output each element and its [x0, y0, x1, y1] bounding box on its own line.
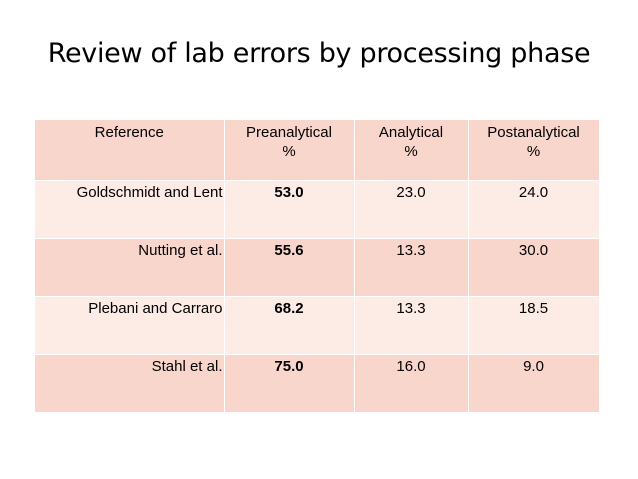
reference-cell: Nutting et al. [35, 238, 225, 297]
analytical-cell: 13.3 [354, 296, 469, 355]
preanalytical-cell: 55.6 [224, 238, 355, 297]
header-preanalytical-line1: Preanalytical [246, 124, 332, 141]
table-row: Plebani and Carraro 68.2 13.3 18.5 [35, 296, 600, 355]
table-header-row: Reference Preanalytical % Analytical % P… [35, 120, 600, 181]
analytical-cell: 23.0 [354, 180, 469, 239]
header-analytical-line1: Analytical [378, 124, 444, 141]
header-postanalytical-line1: Postanalytical [487, 124, 580, 141]
reference-cell: Stahl et al. [35, 354, 225, 413]
header-analytical: Analytical % [354, 120, 469, 181]
header-reference: Reference [35, 120, 225, 181]
reference-cell: Plebani and Carraro [35, 296, 225, 355]
header-postanalytical-line2: % [526, 143, 541, 160]
postanalytical-cell: 30.0 [468, 238, 600, 297]
header-postanalytical: Postanalytical % [468, 120, 600, 181]
postanalytical-cell: 18.5 [468, 296, 600, 355]
reference-cell: Goldschmidt and Lent [35, 180, 225, 239]
header-preanalytical-line2: % [282, 143, 296, 160]
preanalytical-cell: 75.0 [224, 354, 355, 413]
table-row: Goldschmidt and Lent 53.0 23.0 24.0 [35, 180, 600, 239]
slide-title: Review of lab errors by processing phase [47, 38, 591, 69]
preanalytical-cell: 53.0 [224, 180, 355, 239]
lab-errors-table: Reference Preanalytical % Analytical % P… [35, 120, 600, 413]
postanalytical-cell: 24.0 [468, 180, 600, 239]
preanalytical-cell: 68.2 [224, 296, 355, 355]
header-reference-line1: Reference [94, 124, 164, 141]
table-row: Stahl et al. 75.0 16.0 9.0 [35, 354, 600, 413]
postanalytical-cell: 9.0 [468, 354, 600, 413]
header-preanalytical: Preanalytical % [224, 120, 355, 181]
header-analytical-line2: % [404, 143, 418, 160]
analytical-cell: 13.3 [354, 238, 469, 297]
table-row: Nutting et al. 55.6 13.3 30.0 [35, 238, 600, 297]
analytical-cell: 16.0 [354, 354, 469, 413]
